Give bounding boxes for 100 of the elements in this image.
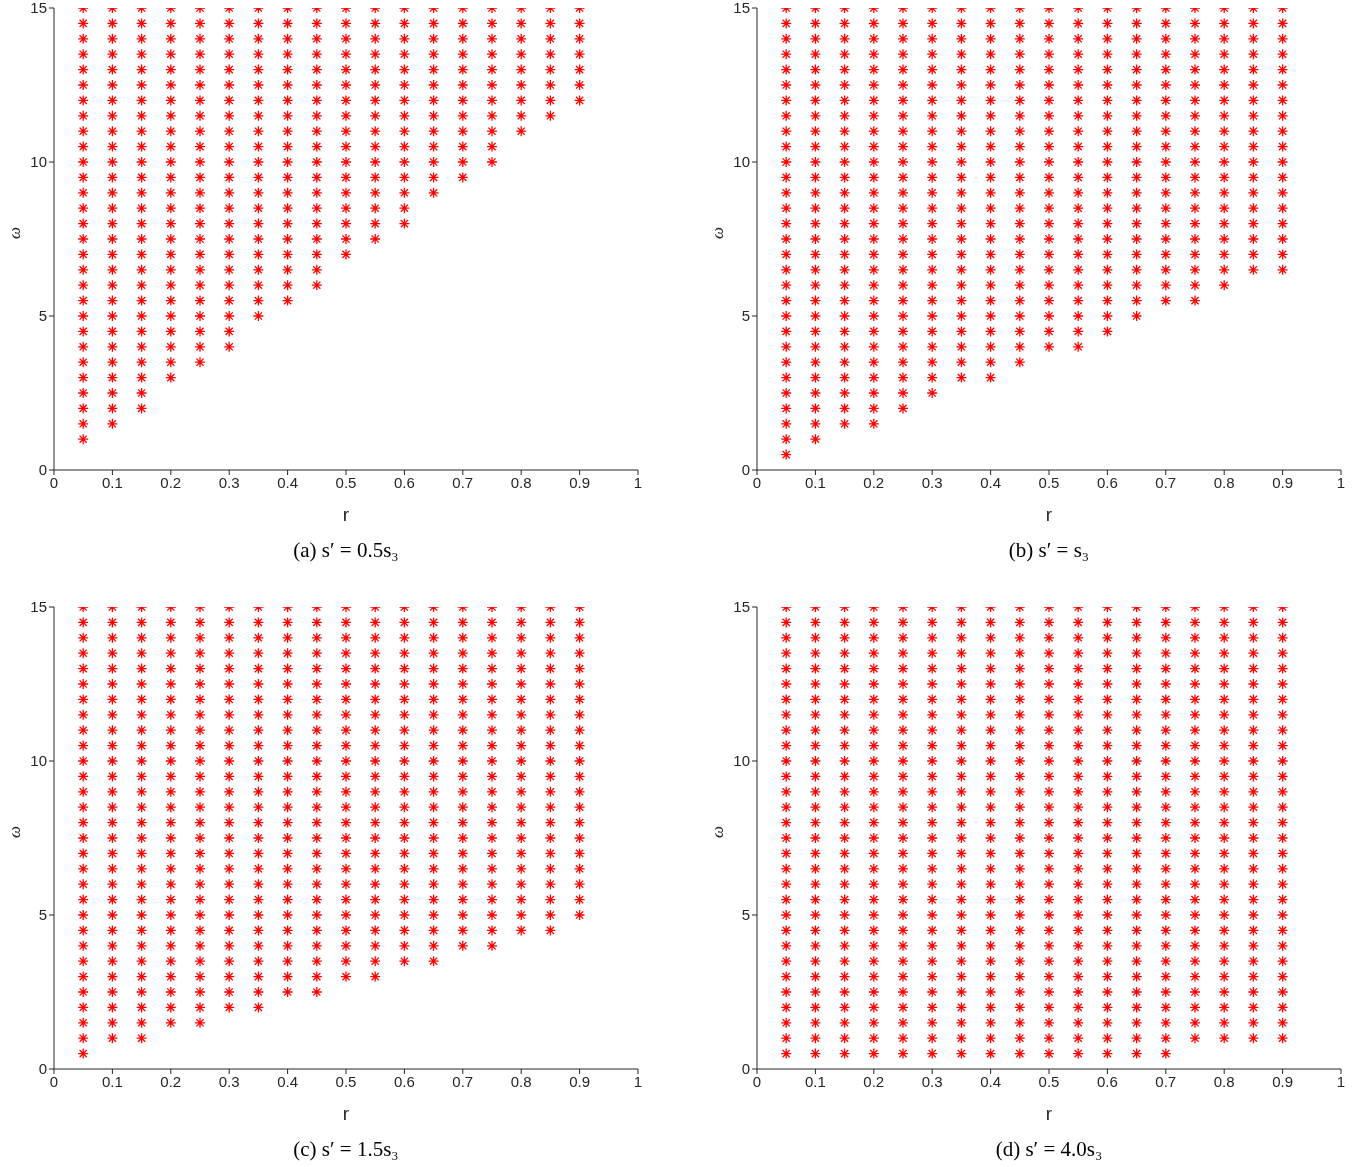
point: [868, 187, 880, 199]
point: [926, 387, 938, 399]
point: [223, 156, 235, 168]
x-tick-label: 0.6: [1096, 473, 1118, 491]
point: [252, 709, 265, 721]
point: [252, 187, 265, 199]
point: [780, 1032, 792, 1044]
point: [340, 156, 352, 168]
point: [1014, 724, 1026, 736]
x-tick-label: 1: [1336, 473, 1346, 491]
point: [780, 986, 792, 998]
point: [135, 310, 148, 322]
point: [165, 202, 177, 214]
point: [780, 310, 792, 322]
point: [252, 616, 265, 629]
point: [868, 156, 880, 168]
point: [809, 786, 822, 798]
point: [1247, 63, 1260, 76]
point: [868, 264, 880, 276]
point: [926, 678, 938, 690]
point: [515, 924, 527, 937]
x-tick-label: 0.1: [804, 1072, 826, 1090]
point: [515, 709, 527, 721]
point: [135, 924, 148, 937]
point: [838, 739, 851, 752]
point: [1014, 816, 1026, 829]
x-tick-label: 0.9: [569, 1072, 591, 1090]
point: [809, 770, 822, 783]
point: [809, 739, 822, 752]
point: [1130, 233, 1143, 245]
point: [77, 724, 89, 736]
point: [398, 847, 411, 860]
point: [868, 294, 880, 307]
point: [544, 893, 557, 906]
point: [984, 248, 997, 261]
point: [1160, 233, 1172, 245]
point: [515, 647, 527, 659]
point: [1247, 678, 1260, 690]
point: [1276, 264, 1289, 276]
point: [252, 125, 265, 137]
point: [340, 878, 352, 890]
point: [515, 847, 527, 860]
point: [897, 1032, 909, 1044]
point: [838, 1032, 851, 1044]
point: [194, 110, 206, 122]
point: [1014, 986, 1026, 998]
point: [926, 832, 938, 844]
point: [252, 847, 265, 860]
point: [252, 724, 265, 736]
point: [1160, 709, 1172, 721]
point: [780, 448, 792, 461]
point: [838, 755, 851, 767]
point: [809, 693, 822, 706]
point: [194, 187, 206, 199]
point: [1072, 616, 1084, 629]
point: [838, 770, 851, 783]
point: [77, 955, 89, 967]
point: [398, 187, 411, 199]
point: [1014, 187, 1026, 199]
point: [955, 125, 968, 137]
point: [1043, 786, 1055, 798]
point: [106, 140, 119, 153]
point: [1160, 986, 1172, 998]
point: [1043, 816, 1055, 829]
point: [984, 63, 997, 76]
point: [1072, 693, 1084, 706]
point: [106, 264, 119, 276]
point: [1072, 217, 1084, 230]
point: [868, 847, 880, 860]
point: [340, 909, 352, 921]
x-tick-label: 1: [1336, 1072, 1346, 1090]
y-axis-title: ω: [708, 226, 728, 239]
point: [1247, 94, 1260, 107]
point: [573, 878, 586, 890]
point: [838, 678, 851, 690]
point: [106, 955, 119, 967]
point: [1130, 156, 1143, 168]
point: [780, 433, 792, 445]
point: [868, 662, 880, 675]
point: [457, 662, 469, 675]
point: [955, 17, 968, 30]
point: [252, 909, 265, 921]
point: [1160, 847, 1172, 860]
point: [223, 48, 235, 60]
point: [780, 678, 792, 690]
point: [897, 878, 909, 890]
point: [1160, 832, 1172, 844]
point: [838, 662, 851, 675]
point: [281, 616, 294, 629]
point: [1160, 140, 1172, 153]
point: [223, 279, 235, 291]
point: [984, 17, 997, 30]
point: [311, 202, 323, 214]
point: [457, 878, 469, 890]
point: [926, 248, 938, 261]
point: [106, 125, 119, 137]
point: [1130, 863, 1143, 875]
point: [926, 125, 938, 137]
point: [223, 986, 235, 998]
x-tick-label: 0: [752, 473, 762, 491]
